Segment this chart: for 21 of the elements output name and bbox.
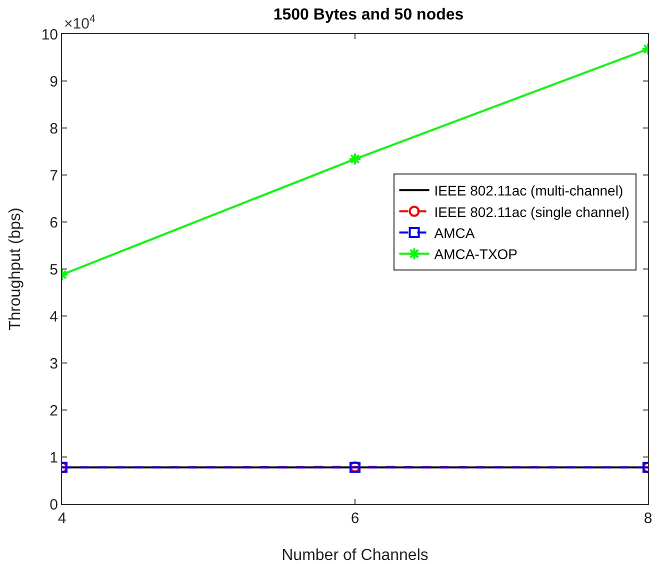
- y-axis-title: Throughput (bps): [7, 208, 24, 330]
- x-axis-title: Number of Channels: [282, 547, 428, 564]
- y-tick-label: 6: [50, 214, 58, 232]
- x-tick-label: 6: [350, 510, 360, 527]
- y-tick-label: 0: [50, 496, 58, 514]
- y-tick-label: 7: [50, 167, 58, 184]
- legend-label: IEEE 802.11ac (multi-channel): [434, 182, 624, 199]
- y-tick-label: 3: [50, 355, 58, 372]
- legend-label: IEEE 802.11ac (single channel): [434, 204, 630, 220]
- text: ×10$^{4}$: [64, 13, 96, 32]
- y-tick-label: 1: [50, 449, 58, 466]
- chart-title: 1500 Bytes and 50 nodes: [273, 6, 464, 24]
- y-tick-label: 4: [50, 308, 58, 326]
- legend-label: AMCA: [434, 224, 476, 241]
- y-tick-label: 9: [50, 73, 58, 90]
- legend-label: AMCA-TXOP: [434, 246, 518, 262]
- x-tick-label: 8: [644, 510, 652, 527]
- y-tick-label: 5: [50, 261, 58, 278]
- y-tick-label: 10: [41, 26, 58, 44]
- y-tick-label: 8: [50, 120, 58, 138]
- y-tick-label: 2: [50, 402, 58, 420]
